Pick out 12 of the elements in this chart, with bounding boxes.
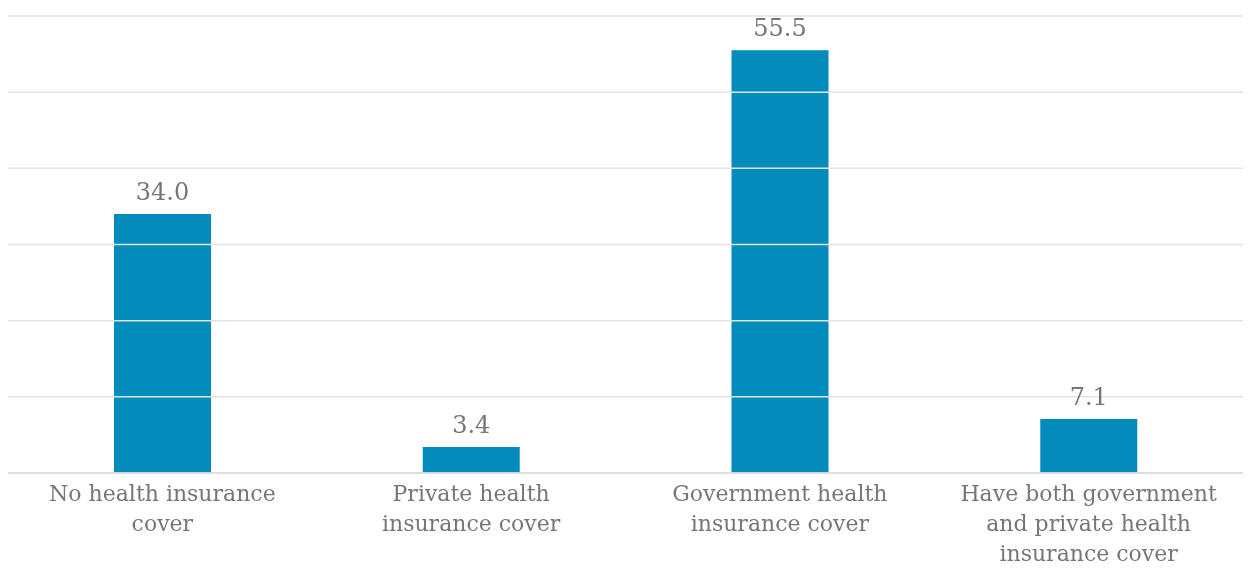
x-tick-label: No health insurance cover bbox=[49, 481, 276, 536]
x-tick-label: Private health insurance cover bbox=[381, 481, 561, 536]
data-label: 34.0 bbox=[135, 178, 190, 207]
x-tick-label: Government health insurance cover bbox=[672, 481, 888, 536]
bar bbox=[422, 447, 520, 473]
bar bbox=[1040, 418, 1138, 473]
data-label: 7.1 bbox=[1069, 382, 1108, 411]
x-tick-label: Have both government and private health insurance cover bbox=[960, 481, 1217, 566]
bar bbox=[731, 50, 829, 473]
data-label: 55.5 bbox=[753, 14, 807, 43]
data-label: 3.4 bbox=[452, 411, 491, 440]
bar bbox=[114, 214, 211, 473]
